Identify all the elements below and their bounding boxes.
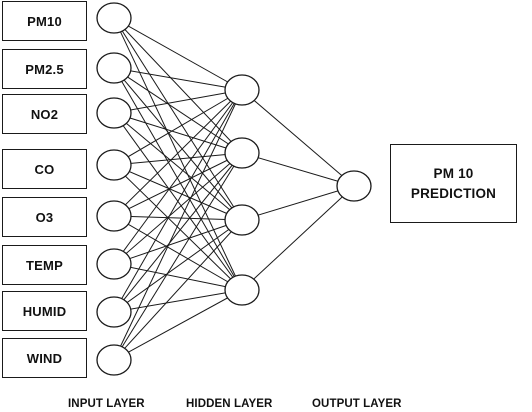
connection-input-5-hidden-1 [113,89,243,217]
connection-input-4-hidden-1 [113,89,243,166]
connection-input-6-hidden-4 [113,263,243,291]
input-box-co: CO [2,149,87,189]
hidden-layer-label: HIDDEN LAYER [186,398,273,410]
input-label-temp: TEMP [26,257,63,273]
input-neuron-4 [96,149,132,181]
connection-input-1-hidden-1 [113,17,243,91]
input-neuron-8 [96,344,132,376]
connection-input-4-hidden-3 [113,164,243,221]
connection-input-2-hidden-2 [113,67,243,154]
input-neuron-3 [96,97,132,129]
connection-input-3-hidden-3 [113,112,243,221]
connection-input-7-hidden-4 [113,289,243,313]
hidden-neuron-1 [224,74,260,106]
connection-input-1-hidden-4 [113,17,243,291]
input-layer-label: INPUT LAYER [68,398,145,410]
connection-input-5-hidden-3 [113,215,243,221]
output-layer-label: OUTPUT LAYER [312,398,402,410]
connection-input-4-hidden-2 [113,152,243,166]
connection-input-2-hidden-1 [113,67,243,91]
input-box-pm25: PM2.5 [2,49,87,89]
connection-input-7-hidden-1 [113,89,243,313]
connection-input-6-hidden-1 [113,89,243,265]
input-box-no2: NO2 [2,94,87,134]
hidden-neuron-4 [224,274,260,306]
connection-hidden-2-output [241,152,355,187]
connection-input-1-hidden-3 [113,17,243,221]
input-neuron-7 [96,296,132,328]
connection-input-3-hidden-1 [113,89,243,114]
input-label-co: CO [34,161,55,177]
input-box-humid: HUMID [2,291,87,331]
connection-input-7-hidden-3 [113,219,243,313]
input-box-pm10: PM10 [2,1,87,41]
input-box-wind: WIND [2,338,87,378]
connection-input-8-hidden-4 [113,289,243,361]
hidden-neuron-3 [224,204,260,236]
input-box-temp: TEMP [2,245,87,285]
input-label-pm10: PM10 [27,13,62,29]
connection-hidden-4-output [241,185,355,291]
connection-input-8-hidden-2 [113,152,243,361]
connection-input-8-hidden-3 [113,219,243,361]
output-prediction-box: PM 10 PREDICTION [390,144,517,223]
input-label-wind: WIND [26,350,63,366]
connection-input-7-hidden-2 [113,152,243,313]
connection-input-6-hidden-2 [113,152,243,265]
connection-hidden-1-output [241,89,355,187]
connection-input-2-hidden-3 [113,67,243,221]
output-neuron [336,170,372,202]
connection-input-5-hidden-2 [113,152,243,217]
network-connections [113,17,355,361]
input-label-pm25: PM2.5 [25,61,64,77]
connection-input-1-hidden-2 [113,17,243,154]
input-label-humid: HUMID [22,303,67,319]
network-neurons [96,2,372,376]
input-neuron-2 [96,52,132,84]
output-label-line2: PREDICTION [410,185,497,201]
connection-input-4-hidden-4 [113,164,243,291]
input-label-o3: O3 [35,209,54,225]
input-neuron-1 [96,2,132,34]
connection-input-2-hidden-4 [113,67,243,291]
hidden-neuron-2 [224,137,260,169]
input-neuron-6 [96,248,132,280]
output-label-line1: PM 10 [433,165,474,181]
connection-hidden-3-output [241,185,355,221]
input-neuron-5 [96,200,132,232]
input-label-no2: NO2 [30,106,59,122]
connection-input-3-hidden-2 [113,112,243,154]
connection-input-6-hidden-3 [113,219,243,265]
connection-input-8-hidden-1 [113,89,243,361]
connection-input-5-hidden-4 [113,215,243,291]
input-box-o3: O3 [2,197,87,237]
